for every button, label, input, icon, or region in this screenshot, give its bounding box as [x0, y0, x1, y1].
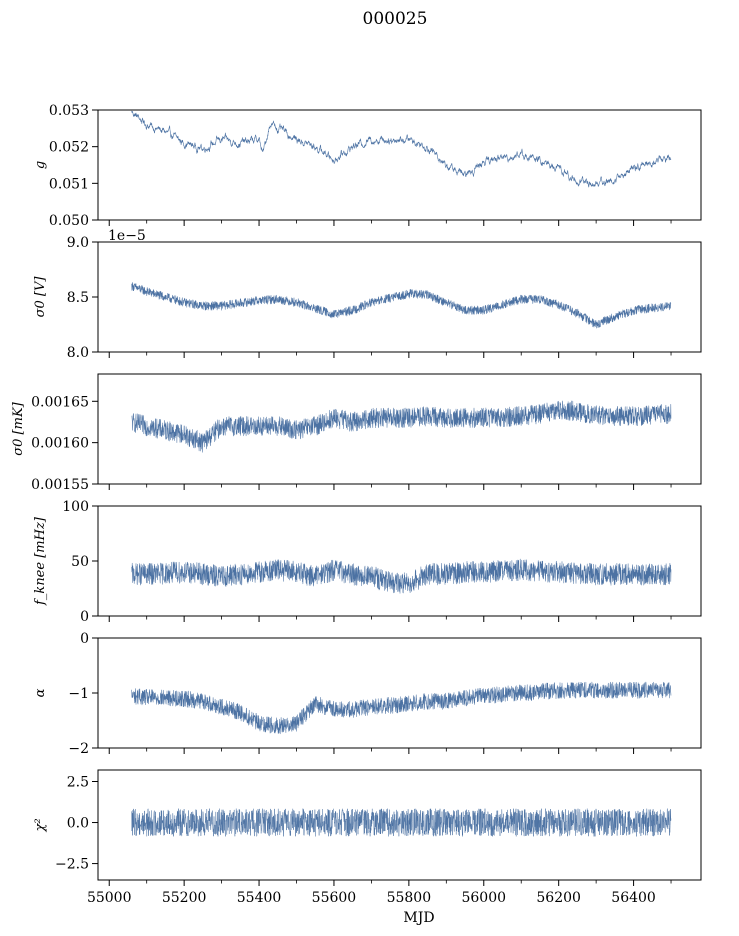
y-tick-label: 0.052	[49, 140, 89, 156]
y-axis-label: g	[33, 161, 48, 169]
x-tick-label: 55800	[387, 890, 432, 906]
x-tick-label: 56200	[536, 890, 581, 906]
y-tick-label: 0	[80, 609, 89, 625]
series-line	[131, 558, 672, 594]
x-tick-label: 55000	[87, 890, 132, 906]
series-line	[131, 400, 672, 453]
x-tick-label: 56000	[461, 890, 506, 906]
y-tick-label: −2	[68, 741, 89, 757]
y-tick-label: 9.0	[67, 235, 89, 251]
y-tick-label: 8.0	[67, 345, 89, 361]
axes-frame	[97, 109, 702, 221]
panel-3: 0.00155 0.00160 0.00165 σ0 [mK]	[11, 373, 702, 493]
y-tick-label: 0.050	[49, 213, 89, 229]
axes-frame	[97, 373, 702, 485]
y-tick-label: 0.053	[49, 103, 89, 119]
y-tick-label: 100	[62, 499, 89, 515]
figure-title: 000025	[363, 9, 428, 29]
y-offset-text: 1e−5	[108, 228, 146, 244]
y-tick-label: 0	[80, 631, 89, 647]
y-tick-label: −2.5	[55, 857, 89, 873]
panel-4: 0 50 100 f_knee [mHz]	[33, 499, 702, 625]
y-tick-label: 8.5	[67, 290, 89, 306]
x-tick-label: 55400	[237, 890, 282, 906]
y-tick-label: 2.5	[67, 774, 89, 790]
axes-frame	[97, 505, 702, 617]
y-tick-label: 0.051	[49, 176, 89, 192]
y-tick-label: −1	[68, 686, 89, 702]
panel-6: −2.5 0.0 2.5 55000 55200 55400 55600 55800 56000…	[33, 769, 702, 906]
panel-2: 8.0 8.5 9.0 1e−5 σ0 [V]	[33, 228, 702, 361]
axes-frame	[97, 769, 702, 881]
y-tick-label: 0.0	[67, 816, 89, 832]
y-axis-label: σ0 [V]	[33, 276, 48, 318]
series-line	[131, 681, 672, 735]
x-tick-label: 55200	[162, 890, 207, 906]
y-tick-label: 50	[71, 554, 89, 570]
y-axis-label: α	[33, 688, 48, 697]
panel-1: 0.050 0.051 0.052 0.053 g	[33, 103, 702, 229]
y-axis-label: f_knee [mHz]	[33, 516, 48, 606]
panel-5: −2 −1 0 α	[33, 631, 702, 757]
series-line	[131, 282, 672, 329]
x-axis-label: MJD	[403, 910, 434, 926]
y-axis-label: σ0 [mK]	[11, 401, 26, 455]
y-tick-label: 0.00160	[31, 436, 89, 452]
series-line	[131, 110, 672, 188]
x-tick-label: 55600	[312, 890, 357, 906]
y-axis-label: χ²	[33, 818, 48, 832]
x-tick-label: 56400	[611, 890, 656, 906]
y-tick-label: 0.00165	[31, 394, 89, 410]
y-tick-label: 0.00155	[31, 477, 89, 493]
series-line	[131, 808, 672, 837]
